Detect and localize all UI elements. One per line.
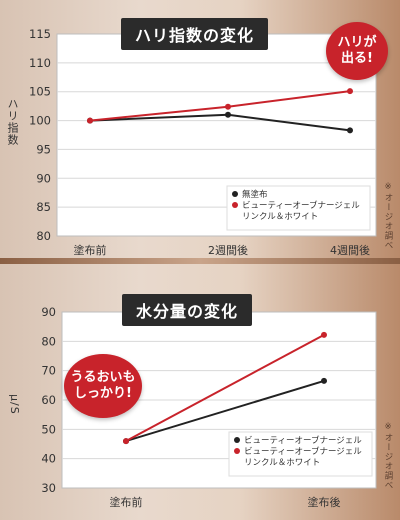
chart-2-badge-line-1: うるおいも xyxy=(70,369,136,385)
chart-2-legend xyxy=(228,431,373,477)
chart-1-series-2-point xyxy=(87,117,93,124)
chart-2-ylabel: μ/S xyxy=(8,394,21,415)
chart-1-legend-label-2: リンクル＆ホワイト xyxy=(242,212,318,222)
chart-1-y-tick-label: 80 xyxy=(36,229,51,243)
chart-1-x-tick-label: 4週間後 xyxy=(330,243,370,257)
chart-1-series-1-point xyxy=(225,111,231,118)
chart-2-svg: 30 40 50 60 70 80 90 塗布前 塗布後 ビューティーオーブナージェルビューティー… xyxy=(41,305,377,509)
chart-2-legend-marker-1 xyxy=(234,437,240,443)
chart-2-y-tick-label: 80 xyxy=(41,334,56,348)
chart-1-note: ※オージオ調べ xyxy=(383,182,393,250)
chart-1-legend-marker-2 xyxy=(232,202,238,208)
chart-2-x-tick-label: 塗布前 xyxy=(110,495,143,509)
chart-2-legend-label-1: ビューティーオーブナージェル xyxy=(244,435,362,446)
chart-2-y-tick-label: 30 xyxy=(41,481,56,495)
chart-1-legend-marker-1 xyxy=(232,191,238,197)
chart-2-note: ※オージオ調べ xyxy=(383,422,393,490)
chart-1-series-2-point xyxy=(347,88,353,95)
chart-2-series-2-point xyxy=(321,331,327,338)
chart-1-legend-label-1: 無塗布 xyxy=(242,189,268,200)
chart-2-legend-marker-2 xyxy=(234,448,240,454)
chart-1-badge: ハリが 出る! xyxy=(326,22,388,80)
chart-2-x-tick-label: 塗布後 xyxy=(308,495,341,509)
chart-2-series-line-1 xyxy=(125,379,325,443)
chart-1-legend-label-2: ビューティーオーブナージェル xyxy=(242,200,360,211)
chart-1-badge-line-2: 出る! xyxy=(341,51,373,66)
chart-2-y-tick-label: 40 xyxy=(41,452,56,466)
panel-divider xyxy=(0,258,400,264)
chart-1-svg: 80 85 90 95 100 105 110 115 塗布前 2週間後 4週間後 無塗布ビューティー… xyxy=(29,27,377,257)
chart-1-y-tick-label: 100 xyxy=(29,114,51,128)
chart-2-y-tick-label: 90 xyxy=(41,305,56,319)
chart-2-badge: うるおいも しっかり! xyxy=(64,354,142,418)
chart-2-y-tick-label: 50 xyxy=(41,422,56,436)
chart-1-legend xyxy=(226,185,371,231)
chart-2-series-line-2 xyxy=(125,333,325,442)
chart-1-badge-line-1: ハリが xyxy=(337,34,377,50)
chart-1-x-tick-label: 2週間後 xyxy=(208,243,248,257)
chart-1-y-tick-label: 110 xyxy=(29,56,51,70)
chart-2-legend-label-2: リンクル＆ホワイト xyxy=(244,458,320,468)
chart-1-x-tick-label: 塗布前 xyxy=(74,243,107,257)
chart-1-y-tick-label: 115 xyxy=(29,27,51,41)
chart-1-y-tick-label: 85 xyxy=(36,200,51,214)
chart-1-series-1-point xyxy=(347,127,353,134)
chart-2-series-2-point xyxy=(123,438,129,445)
chart-2-title: 水分量の変化 xyxy=(122,294,253,326)
chart-1-y-tick-label: 105 xyxy=(29,85,51,99)
chart-1-y-tick-label: 90 xyxy=(36,171,51,185)
chart-2-legend-label-2: ビューティーオーブナージェル xyxy=(244,446,362,457)
chart-panel-1: 80 85 90 95 100 105 110 115 塗布前 2週間後 4週間後 無塗布 ビューティー… xyxy=(6,18,393,257)
chart-2-y-tick-label: 60 xyxy=(41,393,56,407)
chart-1-y-tick-label: 95 xyxy=(36,142,51,156)
chart-1-title: ハリ指数の変化 xyxy=(121,18,269,50)
chart-1-series-2-point xyxy=(225,103,231,110)
chart-1-ylabel: ハリ指数 xyxy=(6,98,19,146)
chart-2-series-1-point xyxy=(321,377,327,384)
chart-2-badge-line-2: しっかり! xyxy=(74,386,132,401)
chart-2-y-tick-label: 70 xyxy=(41,364,56,378)
chart-panel-2: 30 40 50 60 70 80 90 塗布前 塗布後 ビューティーオーブナージェル ビューティー… xyxy=(0,262,400,520)
